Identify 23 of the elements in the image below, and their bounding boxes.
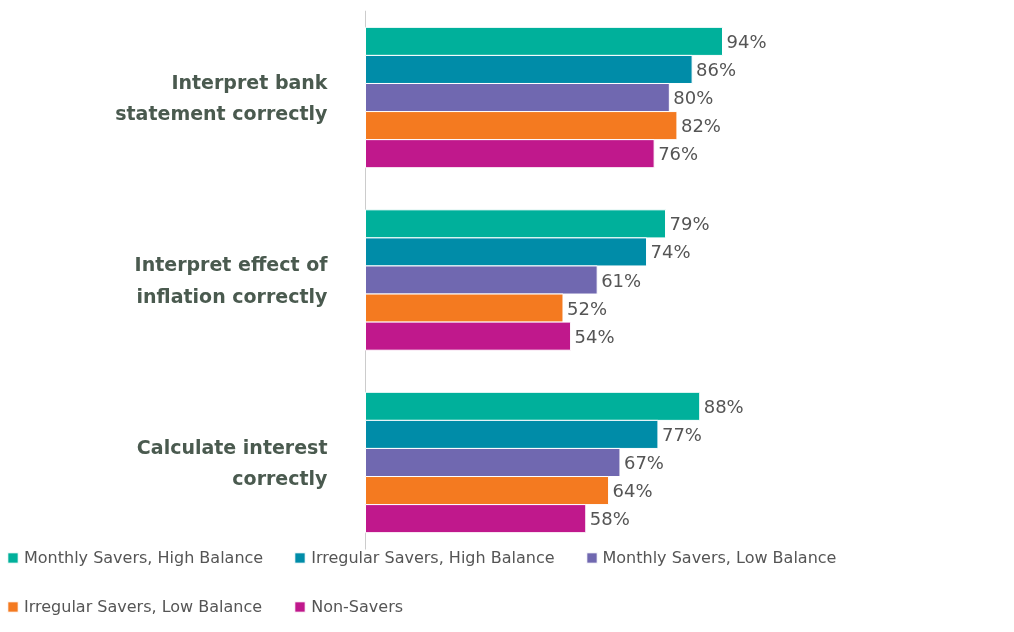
data-label: 61% bbox=[601, 269, 642, 291]
legend-label: Monthly Savers, Low Balance bbox=[602, 548, 837, 567]
y-tick-label: Calculate interest correctly bbox=[136, 435, 329, 490]
data-label: 58% bbox=[589, 508, 630, 530]
data-label: 67% bbox=[623, 451, 664, 473]
data-label: 80% bbox=[673, 87, 714, 109]
data-label: 52% bbox=[566, 297, 608, 319]
data-label: 76% bbox=[658, 143, 699, 165]
data-label: 74% bbox=[650, 241, 691, 263]
data-label: 88% bbox=[703, 395, 744, 417]
y-tick-label: Interpret effect of inflation correctly bbox=[134, 253, 329, 307]
legend-label: Monthly Savers, High Balance bbox=[24, 548, 264, 567]
data-label: 54% bbox=[574, 325, 615, 347]
data-label: 77% bbox=[661, 423, 702, 445]
data-label: 79% bbox=[669, 213, 710, 235]
legend-label: Irregular Savers, Low Balance bbox=[24, 597, 263, 616]
data-label: 64% bbox=[612, 480, 653, 502]
y-tick-label: Interpret bank statement correctly bbox=[115, 70, 329, 125]
legend-label: Non-Savers bbox=[311, 597, 404, 616]
data-label: 86% bbox=[696, 58, 737, 80]
data-label: 94% bbox=[726, 30, 767, 52]
legend-label: Irregular Savers, High Balance bbox=[311, 548, 555, 567]
data-label: 82% bbox=[680, 115, 721, 137]
